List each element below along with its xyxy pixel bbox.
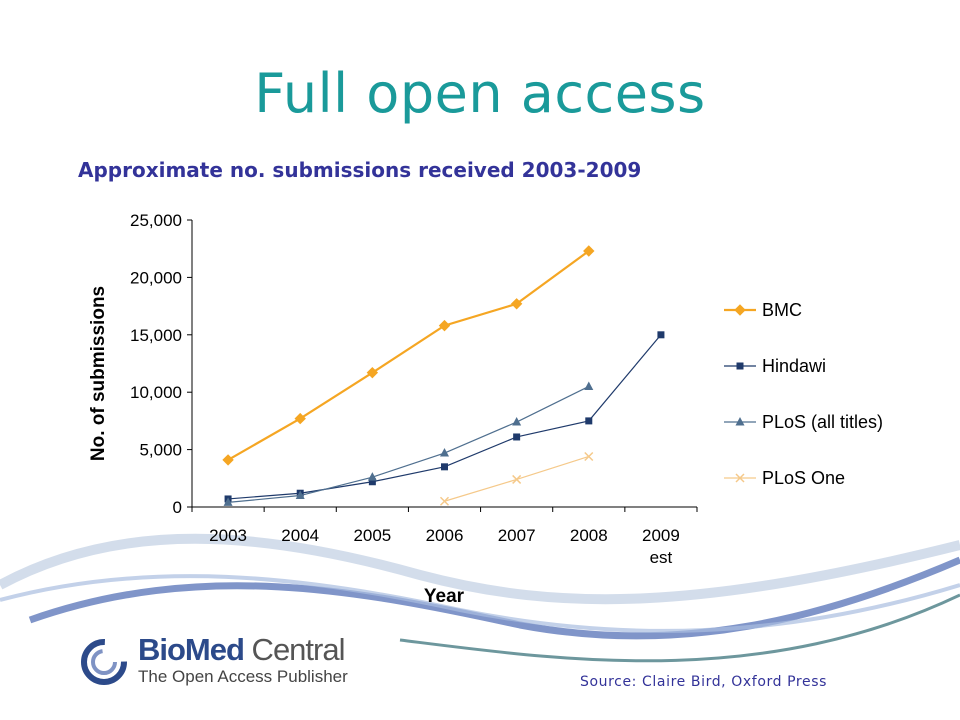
data-point-bmc [222, 454, 234, 466]
data-point-bmc [294, 412, 306, 425]
data-point-plos-all-titles [295, 490, 305, 500]
chart-subtitle: Approximate no. submissions received 200… [78, 158, 642, 182]
legend-label-plos-one: PLoS One [762, 468, 845, 488]
data-point-plos-one [439, 496, 450, 506]
data-point-hindawi [657, 331, 665, 339]
data-point-plos-all-titles [223, 497, 233, 506]
data-point-hindawi [585, 417, 593, 425]
data-point-hindawi [513, 433, 521, 441]
legend-label-hindawi: Hindawi [762, 356, 826, 376]
legend-label-bmc: BMC [762, 300, 802, 320]
slide-title: Full open access [254, 62, 706, 125]
legend-marker-plos-all-titles [735, 417, 745, 426]
data-point-plos-all-titles [367, 472, 377, 481]
y-tick-label: 10,000 [130, 383, 182, 402]
series-line-plos-all-titles [228, 385, 590, 504]
y-tick-label: 0 [173, 498, 182, 517]
biomed-central-logo-icon [81, 639, 127, 685]
data-point-plos-all-titles [584, 381, 594, 390]
data-point-plos-all-titles [512, 417, 522, 426]
x-tick-label: 2009 [642, 526, 680, 545]
series-line-bmc [227, 250, 590, 461]
x-tick-label: 2008 [570, 526, 608, 545]
brand-tagline: The Open Access Publisher [138, 667, 348, 686]
x-tick-label: 2005 [353, 526, 391, 545]
data-point-plos-one [584, 451, 594, 462]
legend-marker-bmc [734, 304, 746, 316]
brand-name: BioMed Central [138, 632, 346, 668]
x-tick-label: est [650, 548, 673, 567]
y-tick-label: 15,000 [130, 326, 182, 345]
x-tick-label: 2007 [498, 526, 536, 545]
data-point-bmc [438, 319, 451, 332]
legend-marker-hindawi [736, 362, 744, 370]
x-tick-label: 2006 [426, 526, 464, 545]
y-axis-title: No. of submissions [88, 286, 109, 461]
y-tick-label: 25,000 [130, 211, 182, 230]
data-point-hindawi [441, 463, 448, 471]
data-point-plos-all-titles [440, 448, 449, 457]
legend-label-plos-all-titles: PLoS (all titles) [762, 412, 883, 432]
brand-name-bold: BioMed [138, 632, 245, 667]
series-line-hindawi [228, 334, 662, 500]
data-point-bmc [366, 366, 379, 379]
data-point-bmc [510, 298, 523, 310]
y-tick-label: 20,000 [130, 268, 182, 287]
data-point-bmc [583, 245, 595, 257]
source-note: Source: Claire Bird, Oxford Press [580, 674, 827, 690]
data-point-plos-one [512, 474, 522, 484]
legend-marker-plos-one [735, 473, 745, 483]
data-point-hindawi [368, 478, 376, 486]
x-tick-label: 2003 [209, 526, 247, 545]
brand-name-light: Central [243, 632, 346, 667]
y-tick-label: 5,000 [139, 441, 182, 460]
x-tick-label: 2004 [281, 526, 319, 545]
x-axis-title: Year [424, 586, 465, 607]
